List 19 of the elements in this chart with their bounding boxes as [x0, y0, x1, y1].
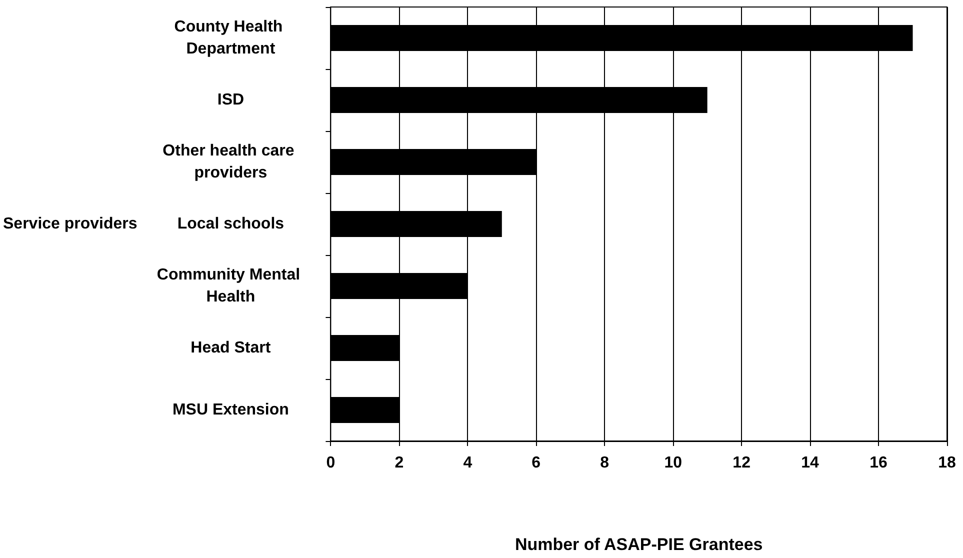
x-tick-label: 0 — [326, 454, 336, 472]
x-tick-label: 10 — [664, 454, 682, 472]
x-tick-label: 12 — [732, 454, 751, 472]
y-tick-label: Community Mental Health — [156, 266, 304, 306]
x-tick-label: 18 — [938, 454, 956, 472]
y-tick-label: ISD — [217, 92, 244, 108]
x-axis-title: Number of ASAP-PIE Grantees — [514, 535, 763, 554]
y-tick-label: MSU Extension — [172, 402, 289, 418]
y-axis-title: Service providers — [3, 216, 138, 232]
x-tick-label: 6 — [532, 454, 541, 472]
x-tick-label: 16 — [870, 454, 888, 472]
x-tick-label: 8 — [600, 454, 610, 472]
x-tick-label: 2 — [394, 454, 404, 472]
y-tick-label: Local schools — [177, 216, 284, 232]
x-tick-label: 4 — [463, 454, 472, 472]
y-tick-label: Head Start — [190, 340, 272, 356]
x-tick-label: 14 — [801, 454, 820, 472]
y-tick-label: County Health Department — [174, 18, 288, 58]
y-tick-label: Other health care providers — [162, 142, 299, 182]
